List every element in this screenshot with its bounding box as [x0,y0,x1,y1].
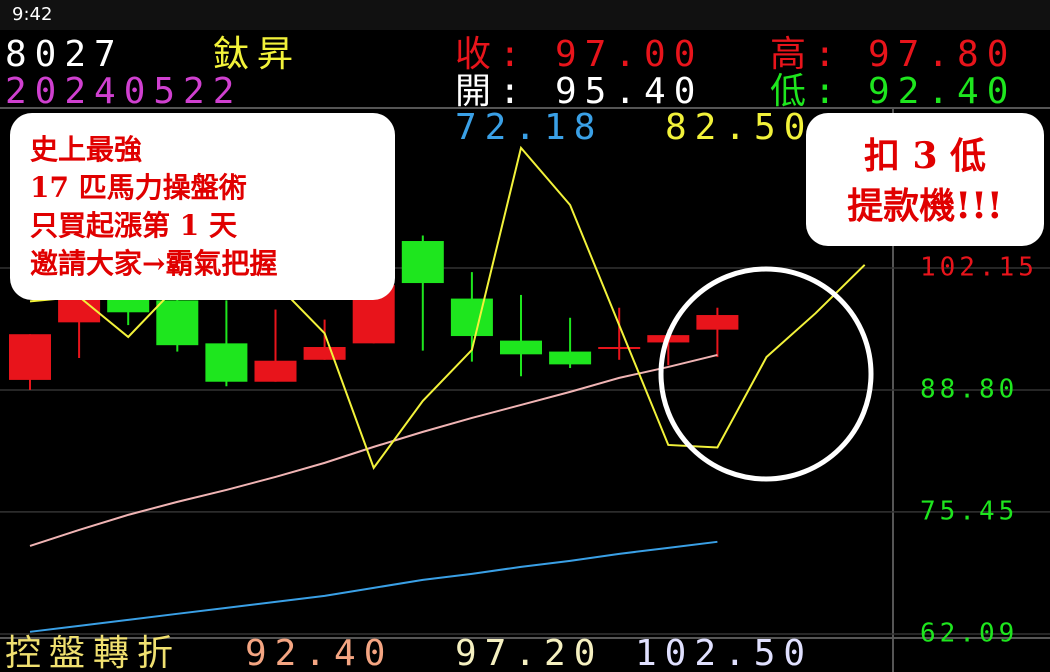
candle-body [598,347,641,350]
candle-body [9,334,51,380]
callout-line: 提款機!!! [847,185,1003,227]
y-tick-label: 102.15 [920,252,1038,282]
candle-body [205,343,248,382]
candle-body [254,360,297,382]
footer-level: 92.40 [245,633,394,672]
status-bar: 9:42 [0,0,1050,30]
stock-name: 鈦昇 [213,34,302,75]
stock-code: 8027 [5,34,124,75]
footer-label: 控盤轉折 [5,633,182,672]
candle-body [549,351,592,365]
candle-body [303,347,346,360]
low-value: 92.40 [868,71,1017,112]
ma-value: 82.50 [665,107,814,148]
footer-level: 102.50 [635,633,814,672]
y-tick-label: 62.09 [920,619,1018,649]
candle-body [696,315,739,330]
callout-line: 扣 3 低 [863,135,987,177]
open-value: 95.40 [555,71,704,112]
ma-line [29,353,718,547]
callout-line: 17 匹馬力操盤術 [30,171,247,204]
ma-value: 72.18 [455,107,604,148]
ma-line [29,540,718,633]
close-label: 收: [455,34,529,75]
candle-body [156,300,199,346]
promo-callout: 史上最強 17 匹馬力操盤術 只買起漲第 1 天 邀請大家→霸氣把握 [10,113,395,300]
callout-line: 史上最強 [30,133,143,166]
low-label: 低: [770,71,844,112]
high-value: 97.80 [868,34,1017,75]
date: 20240522 [5,71,243,112]
candle-body [450,298,493,337]
clock: 9:42 [12,4,53,25]
y-tick-label: 88.80 [920,374,1018,404]
callout-line: 邀請大家→霸氣把握 [30,247,278,280]
note-callout: 扣 3 低 提款機!!! [806,113,1044,246]
candle-body [401,241,444,284]
highlight-circle [658,266,874,482]
callout-line: 只買起漲第 1 天 [30,209,237,242]
open-label: 開: [455,71,529,112]
close-value: 97.00 [555,34,704,75]
footer-level: 97.20 [455,633,604,672]
candle-body [500,340,542,355]
high-label: 高: [770,34,844,75]
y-tick-label: 75.45 [920,496,1018,526]
